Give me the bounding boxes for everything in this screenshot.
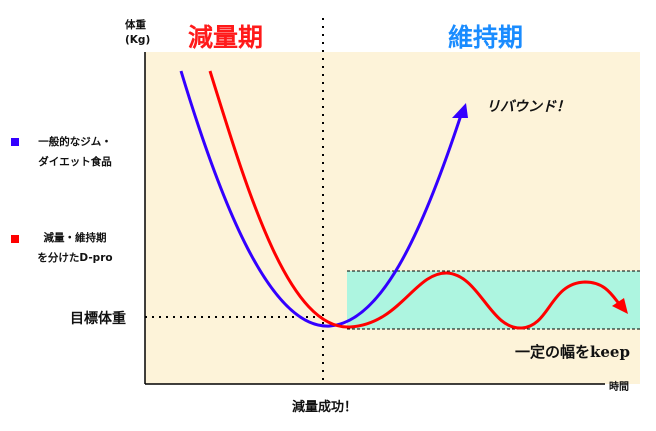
keep-arrowhead: [612, 298, 628, 314]
dpro-curve: [208, 70, 622, 330]
loss-phase-label: 減量期: [188, 23, 264, 52]
legend-swatch-red: [11, 235, 19, 243]
x-axis-label: 時間: [609, 382, 629, 393]
target-weight-label: 目標体重: [70, 311, 126, 327]
y-axis-label: 体重: [125, 19, 146, 31]
y-axis-unit: (Kg): [125, 34, 151, 46]
maintain-phase-label: 維持期: [448, 23, 524, 52]
success-label: 減量成功！: [292, 400, 358, 415]
general-diet-curve: [179, 70, 464, 328]
maintenance-band: [347, 271, 640, 329]
legend-text: 一般的なジム・: [38, 136, 112, 148]
legend-text: ダイエット食品: [38, 156, 112, 168]
legend-swatch-blue: [11, 138, 19, 146]
legend-text: を分けたD-pro: [37, 252, 113, 264]
legend-text: 減量・維持期: [43, 232, 107, 244]
legend-item-dpro: 減量・維持期 を分けたD-pro: [30, 228, 120, 268]
rebound-arrowhead: [452, 103, 468, 118]
keep-annotation: 一定の幅をkeep: [515, 343, 630, 361]
legend-item-general: 一般的なジム・ ダイエット食品: [30, 132, 120, 172]
rebound-annotation: リバウンド！: [486, 99, 570, 115]
